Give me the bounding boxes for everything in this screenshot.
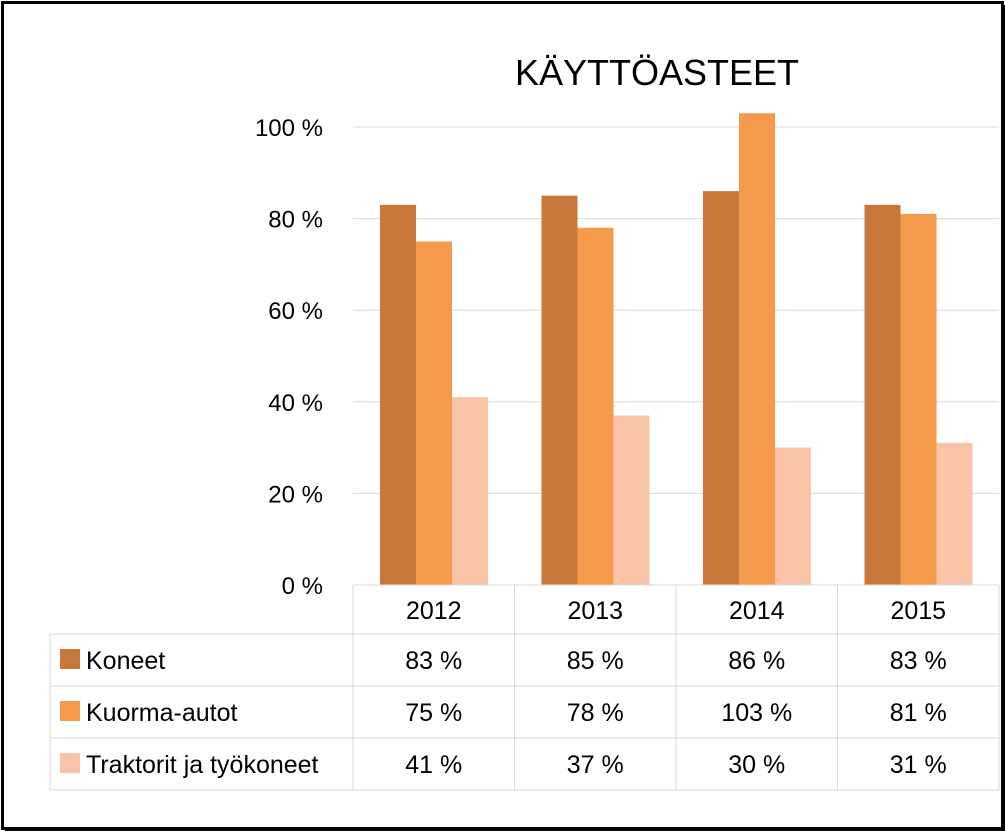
series-name-label: Kuorma-autot (86, 699, 238, 727)
x-category-label: 2015 (890, 597, 946, 625)
y-tick-label: 20 % (268, 481, 323, 508)
x-category-label: 2012 (406, 597, 462, 625)
y-tick-label: 0 % (282, 573, 323, 600)
data-table: 2012 2013 2014 2015 Koneet 83 % 85 % 86 % 83 % Ku… (49, 584, 1000, 791)
bars (380, 113, 973, 586)
y-tick-label: 40 % (268, 390, 323, 417)
series-name-label: Koneet (86, 647, 165, 675)
data-table-value: 31 % (890, 751, 947, 779)
x-category-label: 2013 (567, 597, 623, 625)
bar (936, 443, 973, 585)
bar (577, 227, 614, 585)
data-table-value: 85 % (567, 647, 624, 675)
legend-key (60, 649, 80, 669)
bar (703, 191, 739, 585)
data-table-value: 86 % (728, 647, 785, 675)
bar (613, 415, 650, 585)
data-table-value: 75 % (405, 699, 462, 727)
data-table-value: 83 % (890, 647, 947, 675)
bar (416, 241, 452, 585)
data-table-value: 30 % (728, 751, 785, 779)
legend-key (60, 753, 80, 773)
y-axis-ticks: 0 % 20 % 40 % 60 % 80 % 100 % (255, 115, 323, 600)
data-table-value: 37 % (567, 751, 624, 779)
x-category-label: 2014 (729, 597, 785, 625)
y-tick-label: 60 % (268, 298, 323, 325)
y-tick-label: 100 % (255, 115, 323, 142)
data-table-value: 78 % (567, 699, 624, 727)
data-table-value: 81 % (890, 699, 947, 727)
chart-title: KÄYTTÖASTEET (515, 52, 799, 93)
legend-key (60, 701, 80, 721)
data-table-value: 83 % (405, 647, 462, 675)
bar (541, 195, 578, 585)
y-tick-label: 80 % (268, 207, 323, 234)
bar (739, 113, 775, 585)
data-table-value: 103 % (721, 699, 792, 727)
bar (775, 447, 811, 585)
bar (900, 214, 937, 585)
bar (864, 204, 901, 586)
series-name-label: Traktorit ja työkoneet (86, 751, 319, 779)
data-table-value: 41 % (405, 751, 462, 779)
bar (452, 397, 488, 585)
bar (380, 204, 416, 586)
